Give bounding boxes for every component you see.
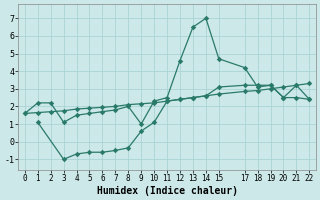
X-axis label: Humidex (Indice chaleur): Humidex (Indice chaleur)	[97, 186, 237, 196]
